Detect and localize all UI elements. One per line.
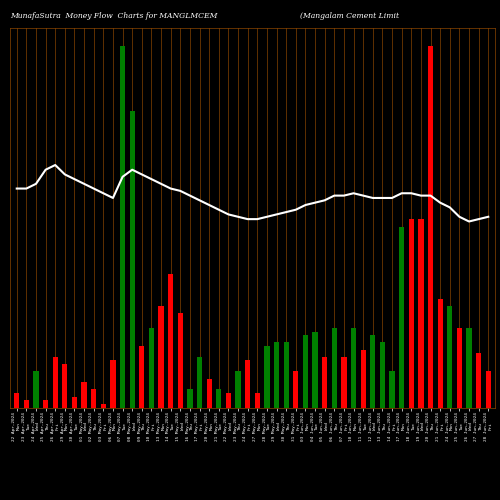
Bar: [188, 390, 192, 407]
Bar: [408, 220, 414, 408]
Bar: [82, 382, 86, 407]
Bar: [43, 400, 49, 407]
Bar: [34, 372, 38, 408]
Bar: [206, 378, 212, 408]
Bar: [428, 46, 433, 408]
Bar: [312, 332, 318, 407]
Bar: [390, 372, 394, 408]
Bar: [120, 46, 125, 408]
Bar: [236, 372, 240, 408]
Bar: [168, 274, 173, 407]
Bar: [274, 342, 279, 407]
Bar: [245, 360, 250, 408]
Bar: [62, 364, 68, 408]
Bar: [438, 299, 443, 408]
Bar: [466, 328, 471, 407]
Bar: [293, 372, 298, 408]
Bar: [380, 342, 385, 407]
Bar: [486, 372, 491, 408]
Bar: [284, 342, 289, 407]
Bar: [216, 390, 222, 407]
Bar: [360, 350, 366, 408]
Bar: [158, 306, 164, 408]
Bar: [52, 357, 58, 408]
Bar: [322, 357, 328, 408]
Bar: [303, 335, 308, 407]
Bar: [264, 346, 270, 408]
Bar: [226, 393, 231, 407]
Bar: [91, 390, 96, 407]
Bar: [139, 346, 144, 408]
Bar: [342, 357, 346, 408]
Bar: [447, 306, 452, 408]
Bar: [178, 314, 183, 408]
Text: (Mangalam Cement Limit: (Mangalam Cement Limit: [300, 12, 399, 20]
Bar: [149, 328, 154, 407]
Bar: [100, 404, 106, 407]
Bar: [130, 110, 135, 408]
Bar: [332, 328, 337, 407]
Bar: [110, 360, 116, 408]
Bar: [476, 353, 482, 408]
Bar: [456, 328, 462, 407]
Bar: [370, 335, 376, 407]
Bar: [418, 220, 424, 408]
Bar: [351, 328, 356, 407]
Bar: [14, 393, 20, 407]
Bar: [197, 357, 202, 408]
Text: MunafaSutra  Money Flow  Charts for MANGLMCEM: MunafaSutra Money Flow Charts for MANGLM…: [10, 12, 218, 20]
Bar: [72, 396, 77, 407]
Bar: [399, 226, 404, 408]
Bar: [254, 393, 260, 407]
Bar: [24, 400, 29, 407]
